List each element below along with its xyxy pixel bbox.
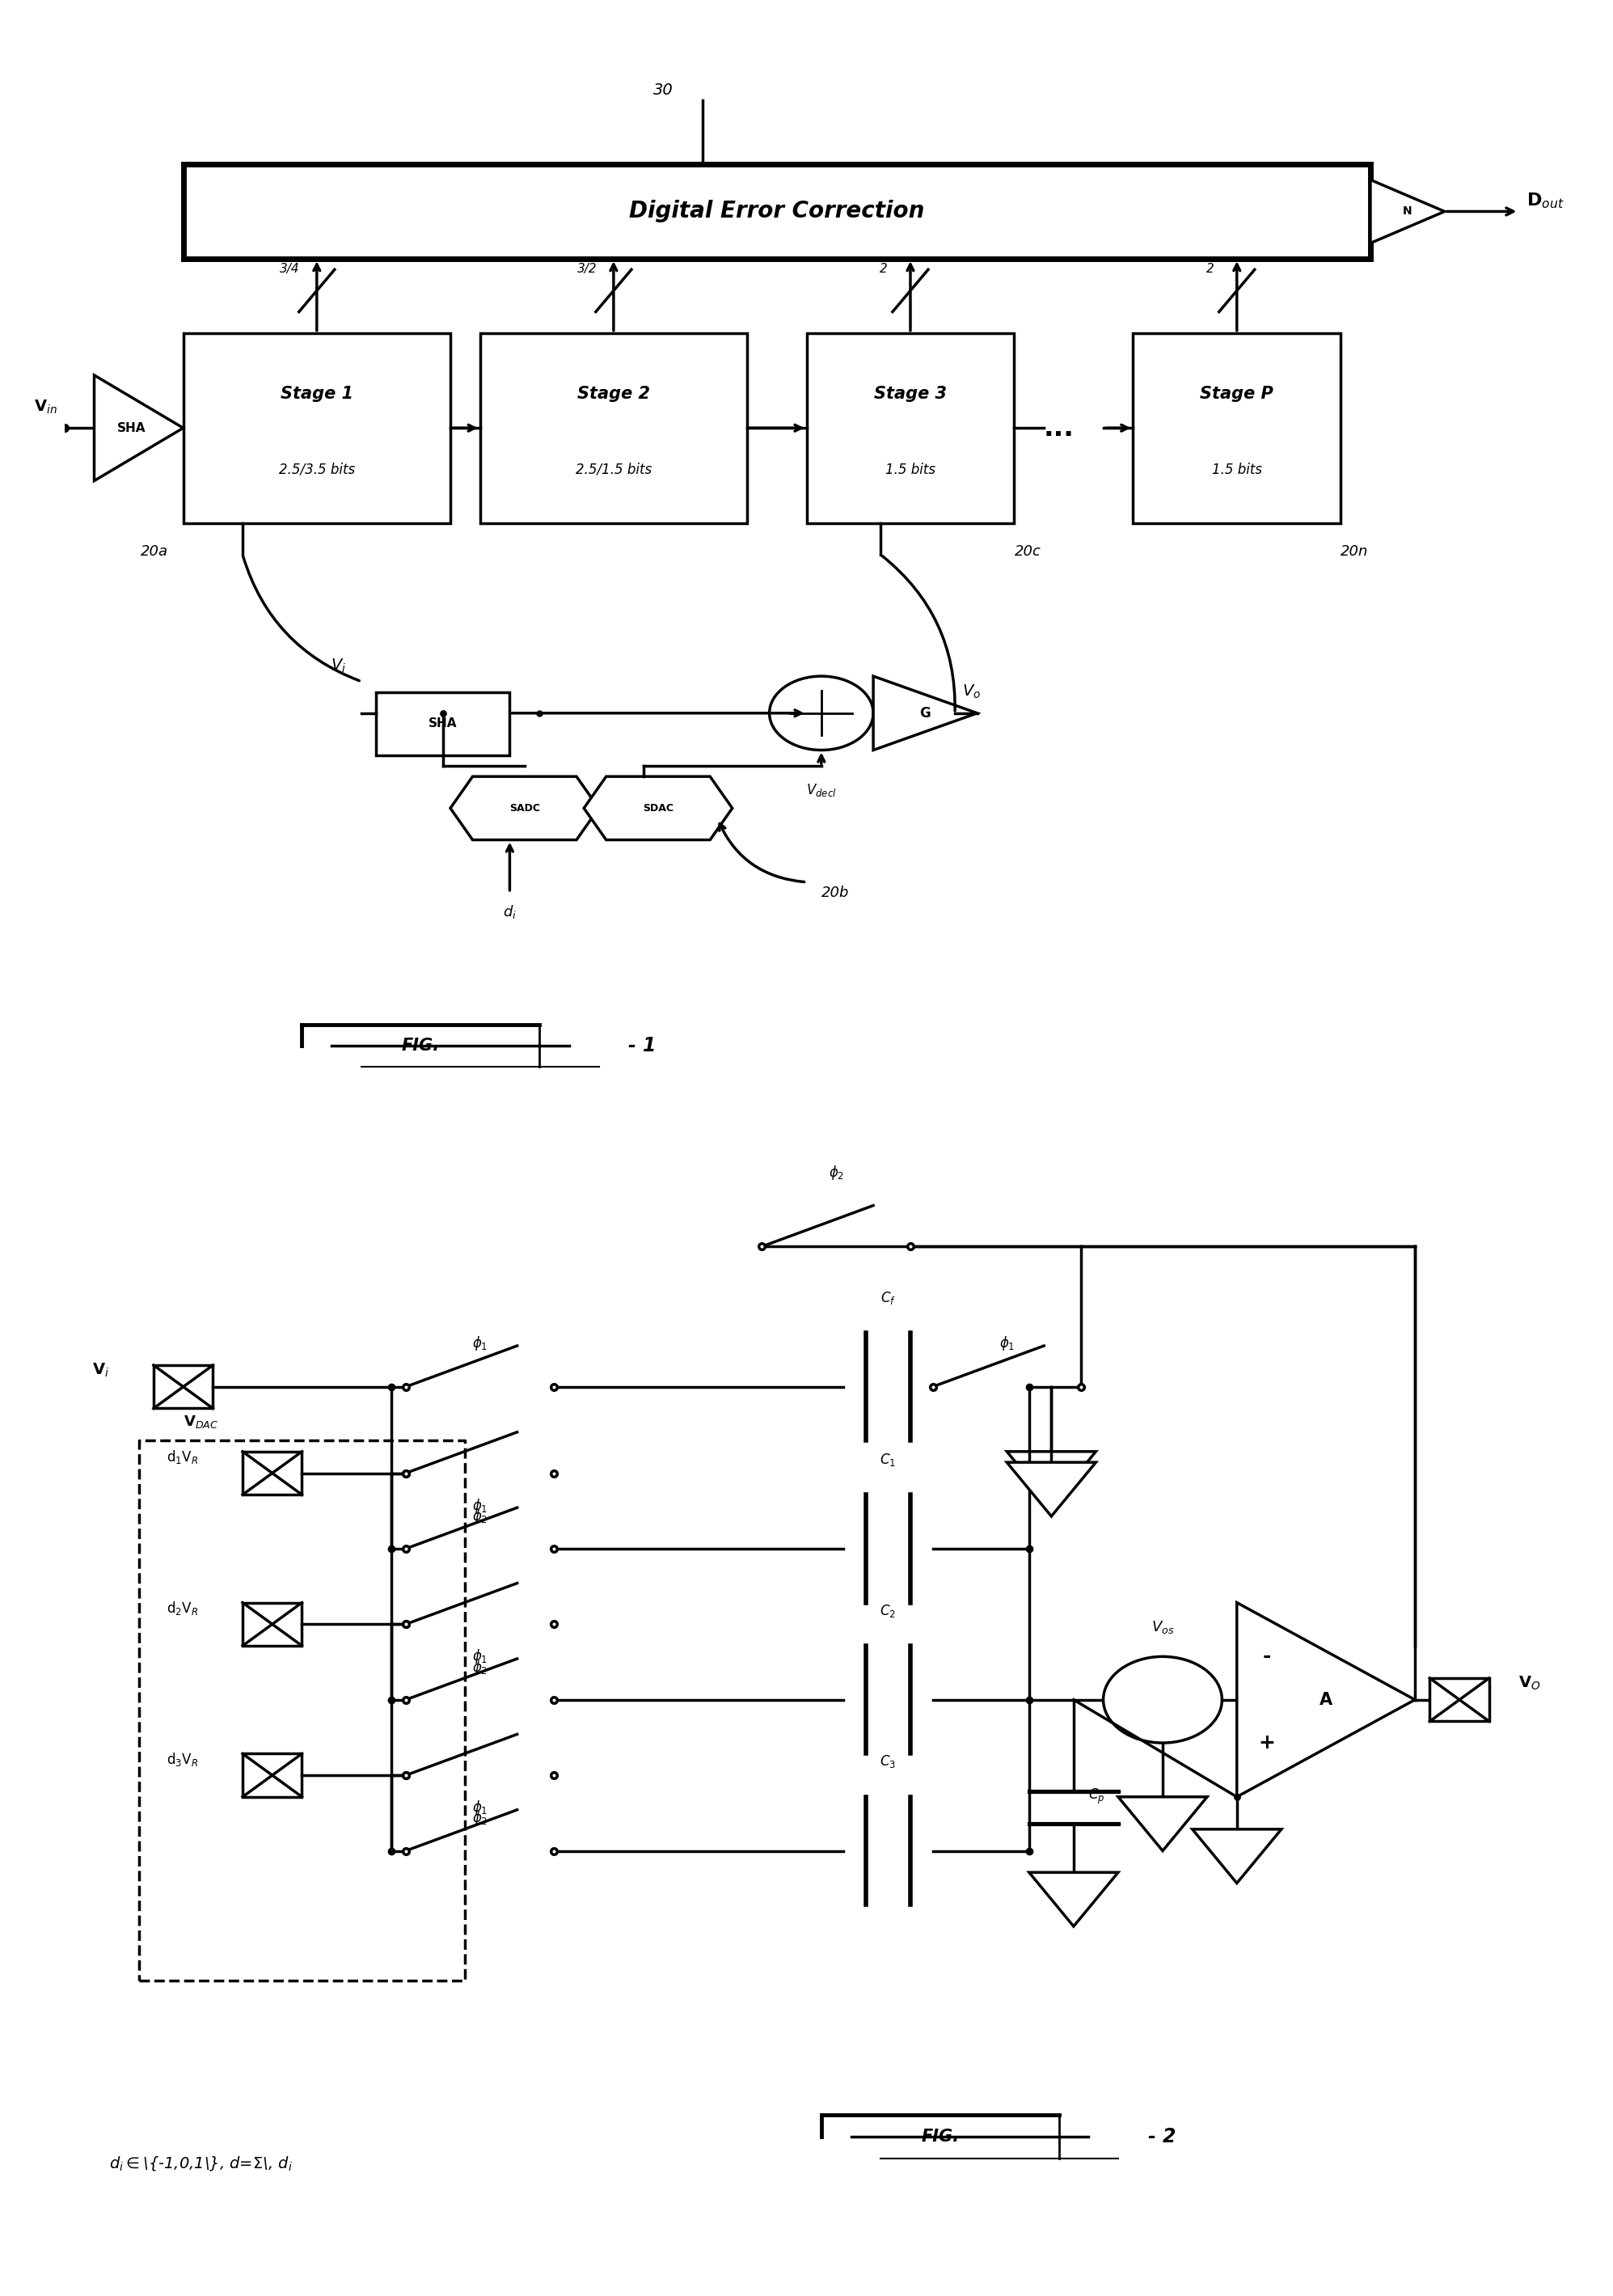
Polygon shape <box>1118 1798 1207 1851</box>
Text: Stage P: Stage P <box>1200 386 1274 402</box>
Text: $\phi_1$: $\phi_1$ <box>473 1334 487 1352</box>
Text: $\phi_2$: $\phi_2$ <box>829 1164 844 1182</box>
Text: V$_O$: V$_O$ <box>1519 1674 1540 1692</box>
Text: $\phi_1$: $\phi_1$ <box>998 1334 1015 1352</box>
Text: $\phi_2$: $\phi_2$ <box>473 1809 487 1828</box>
Text: C$_2$: C$_2$ <box>881 1603 897 1619</box>
Text: D$_{out}$: D$_{out}$ <box>1526 191 1565 211</box>
Text: V$_{os}$: V$_{os}$ <box>1152 1619 1174 1635</box>
Text: $\phi_1$: $\phi_1$ <box>473 1649 487 1665</box>
Text: - 2: - 2 <box>1148 2126 1176 2147</box>
Text: V$_o$: V$_o$ <box>963 684 981 700</box>
Text: ...: ... <box>1044 416 1074 441</box>
Circle shape <box>769 677 873 751</box>
Text: FIG.: FIG. <box>402 1038 440 1054</box>
Text: 3/2: 3/2 <box>577 262 597 276</box>
Text: $\phi_1$: $\phi_1$ <box>473 1497 487 1515</box>
Polygon shape <box>1192 1830 1281 1883</box>
Polygon shape <box>450 776 598 840</box>
Text: V$_{decl}$: V$_{decl}$ <box>806 781 837 799</box>
Text: FIG.: FIG. <box>921 2128 960 2144</box>
Text: d$_1$V$_R$: d$_1$V$_R$ <box>166 1449 198 1465</box>
Text: 3/4: 3/4 <box>281 262 300 276</box>
Text: 2.5/1.5 bits: 2.5/1.5 bits <box>576 461 652 478</box>
Polygon shape <box>584 776 732 840</box>
Bar <box>242 1754 302 1798</box>
Bar <box>139 1442 465 1979</box>
Polygon shape <box>1007 1451 1095 1506</box>
Text: N: N <box>1403 207 1413 218</box>
Text: 20n: 20n <box>1340 544 1368 558</box>
Text: Stage 1: Stage 1 <box>281 386 353 402</box>
Bar <box>184 163 1371 259</box>
Polygon shape <box>1029 1874 1118 1926</box>
Text: 1.5 bits: 1.5 bits <box>886 461 936 478</box>
Text: V$_i$: V$_i$ <box>331 657 347 675</box>
Text: C$_p$: C$_p$ <box>1089 1789 1105 1807</box>
Text: $\phi_2$: $\phi_2$ <box>473 1658 487 1676</box>
Text: 20c: 20c <box>1015 544 1040 558</box>
Text: V$_i$: V$_i$ <box>92 1362 110 1380</box>
Circle shape <box>1103 1658 1223 1743</box>
Bar <box>481 333 747 523</box>
Bar <box>153 1366 213 1407</box>
Bar <box>242 1603 302 1646</box>
Text: Stage 2: Stage 2 <box>577 386 650 402</box>
Bar <box>184 333 450 523</box>
Text: G: G <box>919 705 931 721</box>
Text: - 1: - 1 <box>629 1035 656 1056</box>
Text: 2: 2 <box>1207 262 1215 276</box>
Text: 20a: 20a <box>140 544 168 558</box>
Text: 2.5/3.5 bits: 2.5/3.5 bits <box>279 461 355 478</box>
Text: 2: 2 <box>879 262 887 276</box>
Text: C$_1$: C$_1$ <box>881 1451 897 1467</box>
Polygon shape <box>94 374 184 480</box>
Text: -: - <box>1263 1646 1271 1667</box>
Text: A: A <box>1319 1692 1332 1708</box>
Text: SHA: SHA <box>118 422 145 434</box>
Text: d$_2$V$_R$: d$_2$V$_R$ <box>166 1600 198 1616</box>
Text: SADC: SADC <box>510 804 540 813</box>
Bar <box>1132 333 1340 523</box>
Text: $\phi_2$: $\phi_2$ <box>473 1508 487 1525</box>
Text: d$_3$V$_R$: d$_3$V$_R$ <box>166 1750 198 1768</box>
Text: Stage 3: Stage 3 <box>874 386 947 402</box>
Text: +: + <box>1258 1733 1274 1752</box>
Text: Digital Error Correction: Digital Error Correction <box>629 200 924 223</box>
Text: 20b: 20b <box>821 886 848 900</box>
Text: SHA: SHA <box>429 719 456 730</box>
Text: $\phi_1$: $\phi_1$ <box>473 1798 487 1816</box>
Bar <box>242 1451 302 1495</box>
Bar <box>806 333 1015 523</box>
Polygon shape <box>873 677 977 751</box>
Text: d$_i$: d$_i$ <box>503 902 516 921</box>
Polygon shape <box>1237 1603 1415 1798</box>
Text: C$_f$: C$_f$ <box>881 1290 895 1306</box>
Text: C$_3$: C$_3$ <box>881 1754 897 1770</box>
Bar <box>1429 1678 1489 1722</box>
Text: V$_{DAC}$: V$_{DAC}$ <box>184 1414 218 1430</box>
Polygon shape <box>1371 179 1445 243</box>
Text: V$_{in}$: V$_{in}$ <box>34 397 56 416</box>
Text: SDAC: SDAC <box>642 804 674 813</box>
Bar <box>376 691 510 755</box>
Text: d$_i$$\in$\{-1,0,1\}, d=$\Sigma$\, d$_i$: d$_i$$\in$\{-1,0,1\}, d=$\Sigma$\, d$_i$ <box>110 2156 292 2172</box>
Text: 1.5 bits: 1.5 bits <box>1211 461 1261 478</box>
Text: 30: 30 <box>653 83 673 99</box>
Polygon shape <box>1007 1463 1095 1515</box>
